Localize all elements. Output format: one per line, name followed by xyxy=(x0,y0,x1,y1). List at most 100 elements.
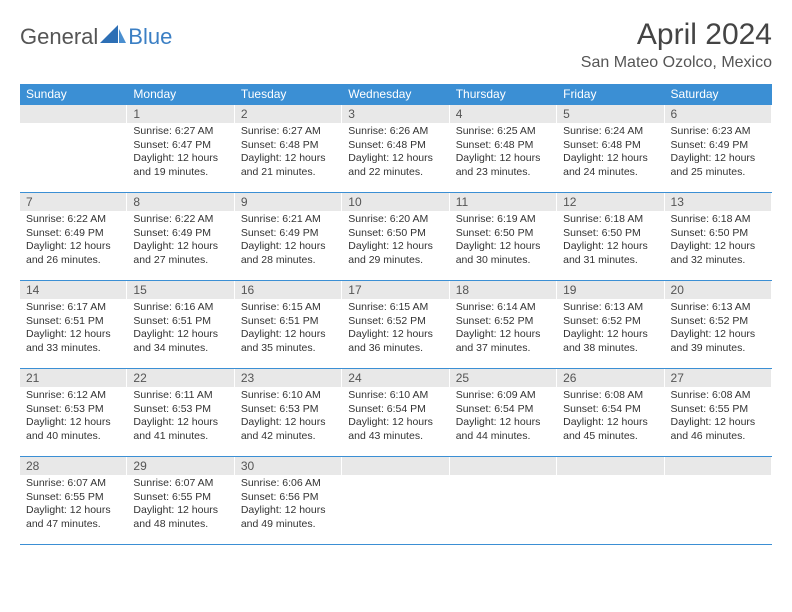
day-info-line: and 23 minutes. xyxy=(456,166,551,180)
day-info-line: Daylight: 12 hours xyxy=(133,328,228,342)
day-info-line: Sunrise: 6:14 AM xyxy=(456,301,551,315)
day-content: Sunrise: 6:24 AMSunset: 6:48 PMDaylight:… xyxy=(557,123,664,184)
day-info-line: and 36 minutes. xyxy=(348,342,443,356)
day-info-line: Sunrise: 6:11 AM xyxy=(133,389,228,403)
calendar-cell: 11Sunrise: 6:19 AMSunset: 6:50 PMDayligh… xyxy=(450,193,557,281)
day-number: 30 xyxy=(235,457,342,475)
calendar-cell: 15Sunrise: 6:16 AMSunset: 6:51 PMDayligh… xyxy=(127,281,234,369)
day-info-line: and 27 minutes. xyxy=(133,254,228,268)
day-content: Sunrise: 6:14 AMSunset: 6:52 PMDaylight:… xyxy=(450,299,557,360)
day-info-line: Daylight: 12 hours xyxy=(348,416,443,430)
day-content: Sunrise: 6:15 AMSunset: 6:51 PMDaylight:… xyxy=(235,299,342,360)
day-info-line: Sunrise: 6:10 AM xyxy=(348,389,443,403)
day-info-line: and 25 minutes. xyxy=(671,166,766,180)
day-number: 5 xyxy=(557,105,664,123)
day-info-line: Sunrise: 6:08 AM xyxy=(671,389,766,403)
day-info-line: Sunrise: 6:18 AM xyxy=(563,213,658,227)
calendar-cell: 19Sunrise: 6:13 AMSunset: 6:52 PMDayligh… xyxy=(557,281,664,369)
day-info-line: and 24 minutes. xyxy=(563,166,658,180)
day-number: 3 xyxy=(342,105,449,123)
calendar-cell: 27Sunrise: 6:08 AMSunset: 6:55 PMDayligh… xyxy=(665,369,772,457)
day-info-line: Sunset: 6:48 PM xyxy=(563,139,658,153)
day-info-line: and 42 minutes. xyxy=(241,430,336,444)
day-info-line: and 35 minutes. xyxy=(241,342,336,356)
day-info-line: Sunset: 6:51 PM xyxy=(26,315,121,329)
day-number: 7 xyxy=(20,193,127,211)
day-info-line: Sunset: 6:50 PM xyxy=(671,227,766,241)
day-info-line: Daylight: 12 hours xyxy=(348,240,443,254)
day-number: 28 xyxy=(20,457,127,475)
day-info-line: Daylight: 12 hours xyxy=(26,328,121,342)
calendar-cell: 12Sunrise: 6:18 AMSunset: 6:50 PMDayligh… xyxy=(557,193,664,281)
day-info-line: and 41 minutes. xyxy=(133,430,228,444)
day-info-line: Daylight: 12 hours xyxy=(456,416,551,430)
day-number-empty xyxy=(450,457,557,475)
day-info-line: and 39 minutes. xyxy=(671,342,766,356)
day-number: 16 xyxy=(235,281,342,299)
day-content: Sunrise: 6:17 AMSunset: 6:51 PMDaylight:… xyxy=(20,299,127,360)
day-info-line: Daylight: 12 hours xyxy=(133,416,228,430)
calendar-cell: 23Sunrise: 6:10 AMSunset: 6:53 PMDayligh… xyxy=(235,369,342,457)
day-number-empty xyxy=(665,457,772,475)
day-number: 18 xyxy=(450,281,557,299)
day-content: Sunrise: 6:15 AMSunset: 6:52 PMDaylight:… xyxy=(342,299,449,360)
day-content: Sunrise: 6:06 AMSunset: 6:56 PMDaylight:… xyxy=(235,475,342,536)
day-info-line: Daylight: 12 hours xyxy=(133,152,228,166)
day-number: 27 xyxy=(665,369,772,387)
location: San Mateo Ozolco, Mexico xyxy=(581,54,772,72)
day-info-line: Daylight: 12 hours xyxy=(348,152,443,166)
day-info-line: and 46 minutes. xyxy=(671,430,766,444)
day-info-line: Sunrise: 6:26 AM xyxy=(348,125,443,139)
calendar-week: 7Sunrise: 6:22 AMSunset: 6:49 PMDaylight… xyxy=(20,193,772,281)
day-number: 8 xyxy=(127,193,234,211)
title-block: April 2024 San Mateo Ozolco, Mexico xyxy=(581,18,772,72)
calendar-week: 1Sunrise: 6:27 AMSunset: 6:47 PMDaylight… xyxy=(20,105,772,193)
day-name: Wednesday xyxy=(342,84,449,105)
calendar-cell: 26Sunrise: 6:08 AMSunset: 6:54 PMDayligh… xyxy=(557,369,664,457)
day-number: 21 xyxy=(20,369,127,387)
day-number: 23 xyxy=(235,369,342,387)
day-content: Sunrise: 6:10 AMSunset: 6:54 PMDaylight:… xyxy=(342,387,449,448)
calendar-cell: 5Sunrise: 6:24 AMSunset: 6:48 PMDaylight… xyxy=(557,105,664,193)
day-info-line: Sunrise: 6:07 AM xyxy=(26,477,121,491)
day-info-line: Sunset: 6:55 PM xyxy=(26,491,121,505)
day-info-line: Sunset: 6:50 PM xyxy=(563,227,658,241)
day-content: Sunrise: 6:10 AMSunset: 6:53 PMDaylight:… xyxy=(235,387,342,448)
day-info-line: and 44 minutes. xyxy=(456,430,551,444)
day-number: 19 xyxy=(557,281,664,299)
day-info-line: Daylight: 12 hours xyxy=(456,152,551,166)
day-info-line: Sunset: 6:53 PM xyxy=(241,403,336,417)
day-info-line: Sunset: 6:56 PM xyxy=(241,491,336,505)
day-info-line: Daylight: 12 hours xyxy=(241,328,336,342)
day-info-line: Sunset: 6:47 PM xyxy=(133,139,228,153)
day-info-line: Sunset: 6:52 PM xyxy=(671,315,766,329)
day-info-line: Sunrise: 6:22 AM xyxy=(26,213,121,227)
day-info-line: Daylight: 12 hours xyxy=(26,504,121,518)
day-info-line: Sunset: 6:51 PM xyxy=(241,315,336,329)
day-content: Sunrise: 6:23 AMSunset: 6:49 PMDaylight:… xyxy=(665,123,772,184)
calendar-cell: 3Sunrise: 6:26 AMSunset: 6:48 PMDaylight… xyxy=(342,105,449,193)
calendar-cell: 6Sunrise: 6:23 AMSunset: 6:49 PMDaylight… xyxy=(665,105,772,193)
logo-text-general: General xyxy=(20,24,98,50)
day-info-line: Sunset: 6:48 PM xyxy=(456,139,551,153)
day-info-line: Sunset: 6:48 PM xyxy=(241,139,336,153)
day-content: Sunrise: 6:20 AMSunset: 6:50 PMDaylight:… xyxy=(342,211,449,272)
day-number: 2 xyxy=(235,105,342,123)
day-content: Sunrise: 6:16 AMSunset: 6:51 PMDaylight:… xyxy=(127,299,234,360)
day-number: 4 xyxy=(450,105,557,123)
day-info-line: Sunrise: 6:19 AM xyxy=(456,213,551,227)
calendar-table: Sunday Monday Tuesday Wednesday Thursday… xyxy=(20,84,772,545)
day-info-line: Sunset: 6:52 PM xyxy=(348,315,443,329)
day-info-line: Sunrise: 6:06 AM xyxy=(241,477,336,491)
day-info-line: Sunrise: 6:23 AM xyxy=(671,125,766,139)
day-info-line: Sunrise: 6:25 AM xyxy=(456,125,551,139)
day-info-line: Sunrise: 6:17 AM xyxy=(26,301,121,315)
day-content: Sunrise: 6:26 AMSunset: 6:48 PMDaylight:… xyxy=(342,123,449,184)
day-number: 11 xyxy=(450,193,557,211)
day-number-empty xyxy=(20,105,127,123)
calendar-cell xyxy=(557,457,664,545)
calendar-cell: 8Sunrise: 6:22 AMSunset: 6:49 PMDaylight… xyxy=(127,193,234,281)
day-info-line: Sunrise: 6:15 AM xyxy=(241,301,336,315)
day-info-line: Sunset: 6:48 PM xyxy=(348,139,443,153)
calendar-cell: 29Sunrise: 6:07 AMSunset: 6:55 PMDayligh… xyxy=(127,457,234,545)
